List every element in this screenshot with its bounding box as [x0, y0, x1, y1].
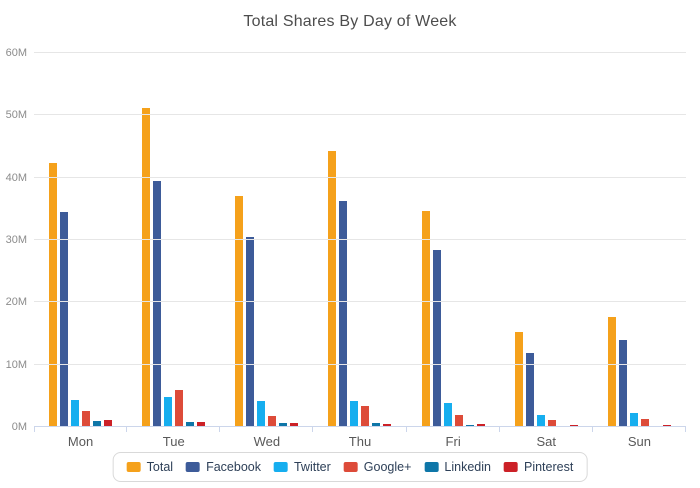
bar-twitter-wed[interactable] [257, 401, 266, 427]
x-axis-tick [219, 427, 221, 432]
x-axis-label-sun: Sun [627, 434, 651, 449]
legend-label-twitter: Twitter [293, 460, 331, 474]
bar-total-mon[interactable] [49, 163, 58, 427]
x-axis-tick [684, 427, 686, 432]
bar-google-tue[interactable] [175, 390, 184, 427]
bar-facebook-fri[interactable] [432, 249, 441, 427]
bar-facebook-sun[interactable] [618, 339, 627, 427]
x-axis-tick [405, 427, 407, 432]
y-axis-label-30M: 30M [5, 234, 27, 246]
bar-pinterest-wed[interactable] [290, 423, 299, 427]
y-axis-label-50M: 50M [5, 109, 27, 122]
chart-title: Total Shares By Day of Week [243, 13, 457, 30]
bar-twitter-sun[interactable] [629, 413, 638, 427]
y-axis-label-10M: 10M [5, 358, 27, 371]
y-axis-label-0M: 0M [11, 421, 27, 433]
bar-total-tue[interactable] [142, 108, 151, 427]
bar-facebook-wed[interactable] [246, 236, 255, 427]
gridline-40M [34, 176, 686, 178]
legend-item-twitter[interactable]: Twitter [273, 460, 331, 474]
x-axis-label-thu: Thu [348, 434, 372, 449]
legend-item-google[interactable]: Google+ [343, 460, 412, 474]
x-axis-tick [126, 427, 128, 432]
x-axis-label-tue: Tue [162, 434, 185, 449]
gridline-30M [34, 239, 686, 240]
legend-label-google: Google+ [363, 460, 412, 474]
legend-swatch-total [126, 462, 141, 472]
bar-google-fri[interactable] [454, 415, 463, 427]
legend-item-pinterest[interactable]: Pinterest [503, 460, 574, 474]
y-axis-label-20M: 20M [5, 296, 27, 309]
gridline-50M [34, 114, 686, 116]
legend-swatch-pinterest [503, 462, 518, 472]
x-axis-label-wed: Wed [253, 434, 281, 449]
x-axis-label-mon: Mon [67, 434, 94, 449]
gridline-60M [34, 52, 686, 53]
category-thu: Thu [313, 53, 407, 449]
bar-google-sat[interactable] [547, 419, 556, 427]
legend-swatch-facebook [186, 462, 201, 472]
bar-twitter-sat[interactable] [536, 414, 545, 427]
legend: Total Facebook Twitter Google+ Linkedin Pinte… [112, 452, 588, 482]
legend-label-pinterest: Pinterest [523, 460, 574, 474]
bar-google-sun[interactable] [640, 418, 649, 427]
legend-item-facebook[interactable]: Facebook [186, 460, 261, 474]
bar-linkedin-fri[interactable] [465, 424, 474, 427]
bar-pinterest-tue[interactable] [197, 422, 206, 427]
bar-total-fri[interactable] [421, 211, 430, 427]
gridline-20M [34, 301, 686, 303]
bar-twitter-mon[interactable] [71, 399, 80, 427]
x-axis-tick [312, 427, 314, 432]
bar-facebook-thu[interactable] [339, 201, 348, 427]
category-fri: Fri [407, 53, 500, 449]
bar-pinterest-fri[interactable] [476, 423, 485, 427]
bar-pinterest-thu[interactable] [383, 423, 392, 427]
bar-total-sat[interactable] [514, 331, 523, 427]
bar-twitter-fri[interactable] [443, 403, 452, 427]
bar-linkedin-thu[interactable] [372, 422, 381, 427]
legend-swatch-google [343, 462, 358, 472]
legend-swatch-twitter [273, 462, 288, 472]
category-tue: Tue [127, 53, 221, 449]
bar-twitter-tue[interactable] [164, 397, 173, 427]
category-sun: Sun [593, 53, 686, 449]
y-axis-label-40M: 40M [5, 171, 27, 184]
legend-label-linkedin: Linkedin [444, 460, 491, 474]
legend-label-total: Total [146, 460, 174, 474]
legend-label-facebook: Facebook [206, 460, 261, 474]
category-sat: Sat [500, 53, 593, 449]
gridline-10M [34, 363, 686, 365]
x-axis-label-sat: Sat [536, 434, 557, 449]
bar-pinterest-mon[interactable] [104, 419, 113, 427]
bar-google-wed[interactable] [268, 415, 277, 427]
x-axis-tick [591, 427, 593, 432]
bar-facebook-mon[interactable] [60, 211, 69, 427]
x-axis-tick [34, 427, 35, 432]
category-mon: Mon [34, 53, 128, 449]
plot-area: Mon Tue Wed Thu Fri Sat Sun 0M 10M 20M 30M 40M 50M 6… [6, 47, 686, 449]
legend-swatch-linkedin [424, 462, 439, 472]
bar-twitter-thu[interactable] [350, 400, 359, 427]
legend-item-linkedin[interactable]: Linkedin [424, 460, 491, 474]
bar-linkedin-tue[interactable] [186, 422, 195, 427]
x-axis-tick [498, 427, 500, 432]
legend-item-total[interactable]: Total [126, 460, 174, 474]
bar-total-thu[interactable] [328, 150, 337, 427]
bar-linkedin-wed[interactable] [279, 422, 288, 427]
category-row: Mon Tue Wed Thu Fri Sat Sun [34, 53, 686, 449]
bar-total-wed[interactable] [235, 196, 244, 427]
bar-facebook-tue[interactable] [153, 180, 162, 427]
bar-linkedin-mon[interactable] [93, 421, 102, 427]
category-wed: Wed [220, 53, 314, 449]
x-axis-label-fri: Fri [445, 434, 461, 449]
bar-total-sun[interactable] [607, 316, 616, 427]
bar-google-thu[interactable] [361, 406, 370, 427]
gridline-0M [34, 426, 686, 427]
bar-google-mon[interactable] [82, 411, 91, 427]
bar-facebook-sat[interactable] [525, 352, 534, 427]
y-axis-label-60M: 60M [5, 47, 27, 59]
